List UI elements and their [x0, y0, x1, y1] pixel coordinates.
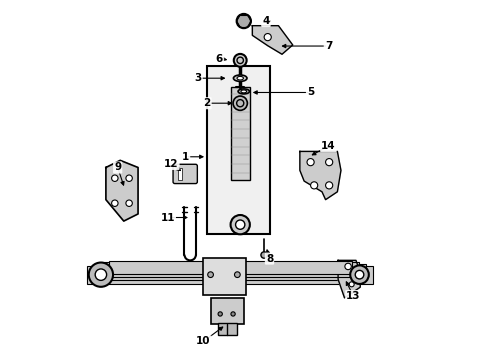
Polygon shape [337, 260, 360, 298]
Circle shape [95, 269, 106, 280]
Bar [217, 323, 237, 336]
Text: 3: 3 [194, 73, 201, 83]
Bar [177, 168, 182, 180]
Bar [203, 258, 246, 296]
Circle shape [234, 272, 240, 278]
FancyBboxPatch shape [173, 164, 197, 184]
Polygon shape [299, 152, 340, 200]
Circle shape [218, 312, 222, 316]
Circle shape [261, 252, 267, 258]
Polygon shape [252, 26, 292, 54]
Bar [206, 66, 269, 234]
Ellipse shape [233, 75, 246, 81]
Text: 14: 14 [321, 141, 335, 151]
Circle shape [306, 158, 313, 166]
Circle shape [207, 272, 213, 278]
Text: 8: 8 [265, 253, 273, 264]
Text: 12: 12 [163, 159, 178, 169]
Circle shape [125, 200, 132, 206]
Ellipse shape [238, 89, 249, 94]
Circle shape [264, 33, 271, 41]
Text: 10: 10 [196, 337, 210, 346]
Text: 4: 4 [262, 16, 269, 26]
Circle shape [230, 312, 235, 316]
Text: 5: 5 [306, 87, 314, 98]
Circle shape [230, 215, 249, 234]
Bar [87, 266, 372, 284]
Bar [94, 264, 365, 280]
Circle shape [236, 14, 250, 28]
Circle shape [111, 200, 118, 206]
Circle shape [125, 175, 132, 181]
Circle shape [348, 282, 353, 287]
Polygon shape [106, 160, 138, 221]
Text: 6: 6 [215, 54, 223, 64]
Text: 11: 11 [160, 212, 175, 222]
Circle shape [310, 182, 317, 189]
Ellipse shape [237, 76, 243, 80]
Ellipse shape [241, 90, 246, 93]
Circle shape [325, 158, 332, 166]
Circle shape [344, 263, 350, 270]
Bar [230, 87, 249, 180]
Circle shape [88, 262, 113, 287]
Text: 7: 7 [324, 41, 331, 51]
Circle shape [233, 96, 247, 111]
Text: 1: 1 [182, 152, 189, 162]
Bar [210, 298, 244, 324]
Circle shape [349, 265, 368, 284]
Circle shape [235, 220, 244, 229]
Circle shape [233, 54, 246, 67]
Bar [108, 261, 351, 274]
Text: 13: 13 [346, 291, 360, 301]
Bar [102, 262, 358, 277]
Text: 2: 2 [203, 98, 210, 108]
Circle shape [325, 182, 332, 189]
Circle shape [111, 175, 118, 181]
Text: 9: 9 [114, 162, 121, 172]
Circle shape [354, 270, 363, 279]
